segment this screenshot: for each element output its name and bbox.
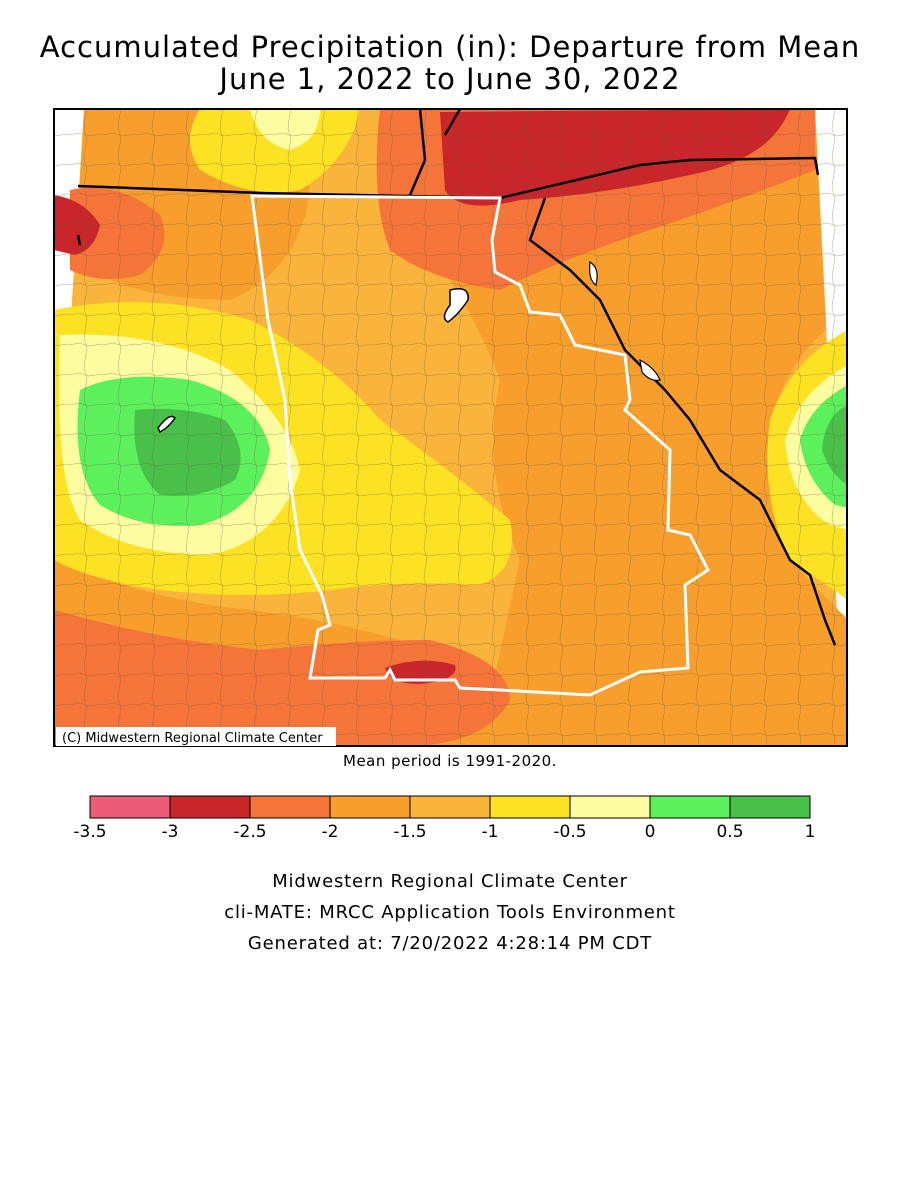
map-title: Accumulated Precipitation (in): Departur…: [39, 30, 861, 64]
legend-bin: [249, 795, 331, 819]
legend-bin: [569, 795, 651, 819]
legend-bin: [729, 795, 811, 819]
state-border-river-northcenter: [443, 109, 462, 136]
legend-bin: [409, 795, 491, 819]
legend-tick-label: 0: [645, 822, 656, 842]
lake-river-east: [639, 358, 661, 381]
map-date-range: June 1, 2022 to June 30, 2022: [219, 62, 681, 96]
lake-northwest: [443, 288, 469, 323]
legend-bin: [649, 795, 731, 819]
legend-tick-label: -0.5: [553, 822, 586, 842]
legend-tick-label: 1: [805, 822, 816, 842]
study-area-boundary: [250, 194, 710, 697]
state-border-west-edge: [76, 234, 82, 246]
legend-bin: [329, 795, 411, 819]
copyright-box: [56, 727, 336, 746]
legend-bin: [169, 795, 251, 819]
legend-bin: [489, 795, 571, 819]
footer-line-1: Midwestern Regional Climate Center: [272, 871, 628, 892]
legend-tick-label: -1: [482, 822, 499, 842]
county-lines: [54, 109, 847, 746]
state-border-river-northwest: [408, 109, 427, 196]
legend-tick-label: -2: [322, 822, 339, 842]
map-frame: [53, 108, 848, 747]
state-border-north: [77, 156, 820, 200]
copyright-text: (C) Midwestern Regional Climate Center: [62, 731, 323, 746]
lake-west: [157, 415, 176, 434]
state-border-east-river: [528, 197, 837, 646]
legend-tick-label: -3: [162, 822, 179, 842]
legend-tick-label: 0.5: [716, 822, 743, 842]
legend-tick-label: -3.5: [73, 822, 106, 842]
mean-period-note: Mean period is 1991-2020.: [343, 752, 557, 770]
legend-color-bar: [89, 795, 811, 819]
lake-river-north: [589, 261, 598, 286]
legend-tick-labels: -3.5 -3 -2.5 -2 -1.5 -1 -0.5 0 0.5 1: [73, 822, 815, 842]
contour-fill: [54, 109, 847, 746]
legend-tick-label: -2.5: [233, 822, 266, 842]
legend-bin: [89, 795, 171, 819]
precipitation-map: (C) Midwestern Regional Climate Center: [53, 108, 848, 747]
footer-line-3: Generated at: 7/20/2022 4:28:14 PM CDT: [247, 933, 653, 954]
legend-tick-label: -1.5: [393, 822, 426, 842]
footer-line-2: cli-MATE: MRCC Application Tools Environ…: [224, 902, 676, 923]
